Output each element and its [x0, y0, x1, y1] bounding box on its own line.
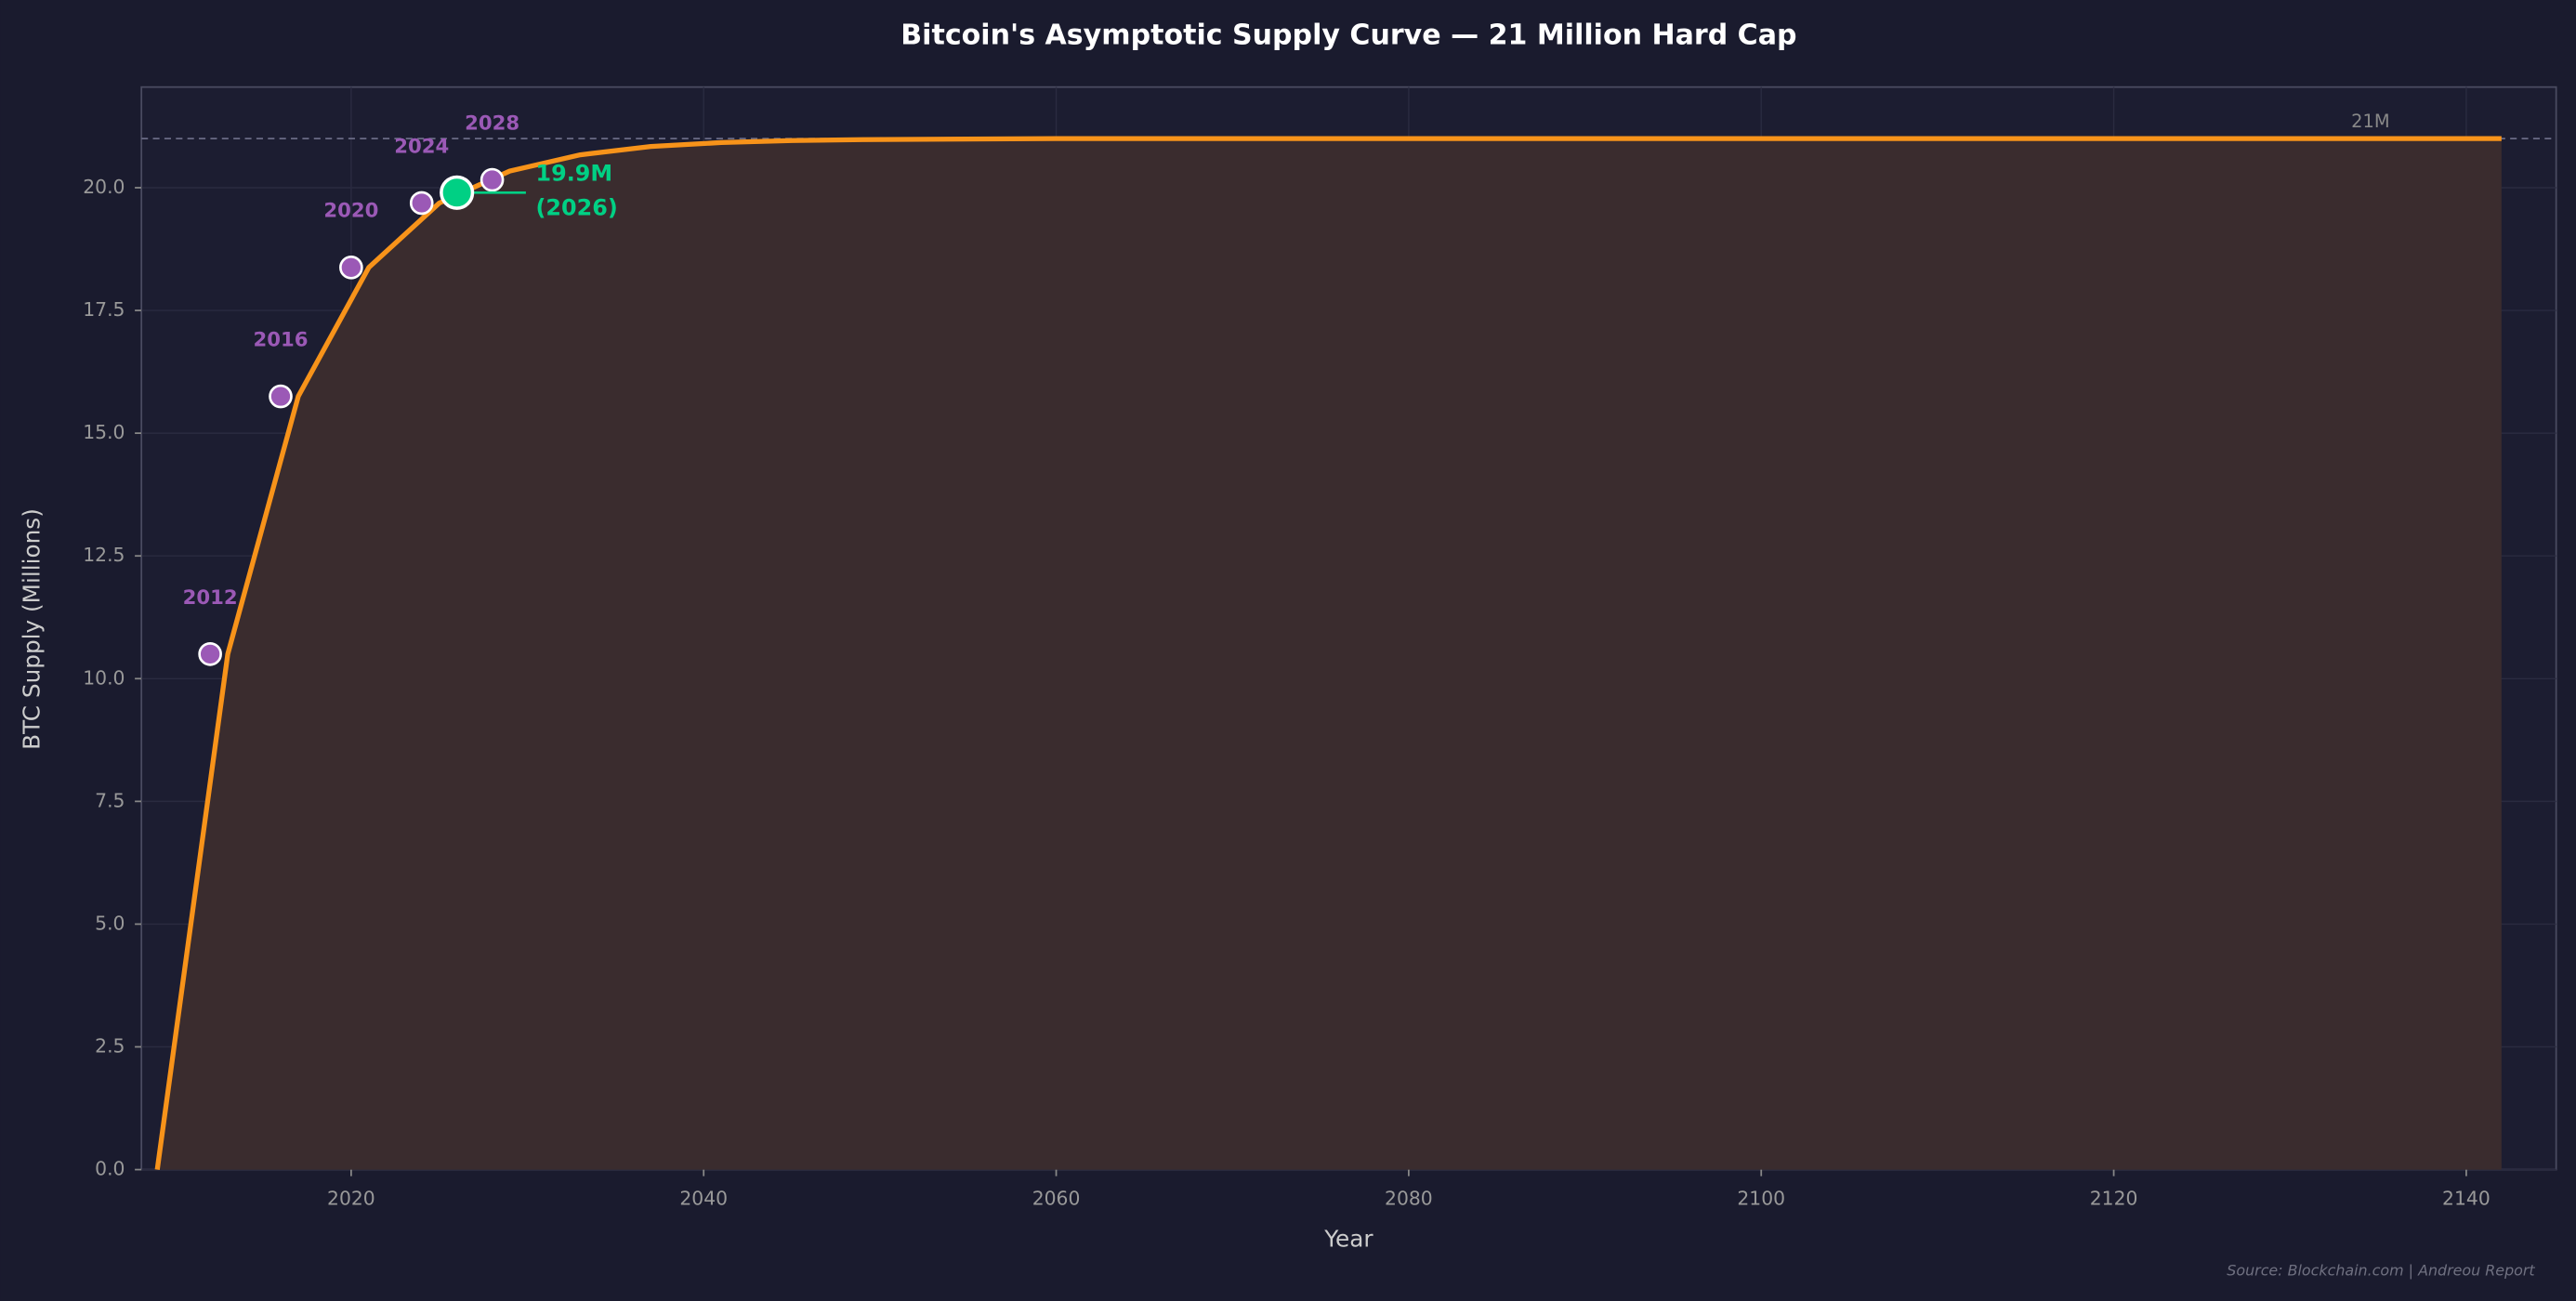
halving-label: 2012 [183, 586, 238, 610]
halving-marker [339, 256, 363, 280]
halving-label: 2028 [465, 112, 519, 135]
y-tick-label: 7.5 [95, 789, 125, 811]
source-note: Source: Blockchain.com | Andreou Report [2227, 1262, 2535, 1280]
halving-label: 2020 [323, 200, 378, 223]
x-tick-label: 2060 [1032, 1187, 1081, 1209]
x-tick-label: 2100 [1737, 1187, 1785, 1209]
halving-marker [198, 642, 222, 666]
y-axis-label: BTC Supply (Millions) [18, 508, 45, 750]
y-tick-label: 15.0 [83, 421, 125, 443]
y-tick-label: 20.0 [83, 176, 125, 198]
halving-label: 2016 [253, 328, 308, 351]
x-tick-label: 2140 [2442, 1187, 2491, 1209]
x-tick-label: 2080 [1385, 1187, 1433, 1209]
y-tick-label: 5.0 [95, 912, 125, 934]
current-annotation: 19.9M [536, 160, 613, 186]
x-tick-label: 2120 [2090, 1187, 2138, 1209]
current-marker [440, 175, 475, 210]
chart-title: Bitcoin's Asymptotic Supply Curve — 21 M… [900, 19, 1796, 51]
y-tick-label: 10.0 [83, 666, 125, 689]
hard-cap-label: 21M [2351, 111, 2390, 132]
x-tick-label: 2040 [679, 1187, 728, 1209]
y-tick-label: 2.5 [95, 1035, 125, 1058]
halving-marker [409, 191, 434, 216]
current-annotation: (2026) [536, 194, 618, 220]
x-tick-label: 2020 [327, 1187, 375, 1209]
y-tick-label: 17.5 [83, 298, 125, 321]
y-tick-label: 0.0 [95, 1158, 125, 1180]
halving-marker [480, 167, 505, 192]
supply-area [157, 138, 2502, 1170]
x-axis-label: Year [1323, 1226, 1373, 1253]
y-tick-label: 12.5 [83, 544, 125, 566]
supply-line [154, 136, 2502, 1170]
halving-label: 2024 [394, 135, 449, 158]
halving-marker [269, 384, 293, 409]
